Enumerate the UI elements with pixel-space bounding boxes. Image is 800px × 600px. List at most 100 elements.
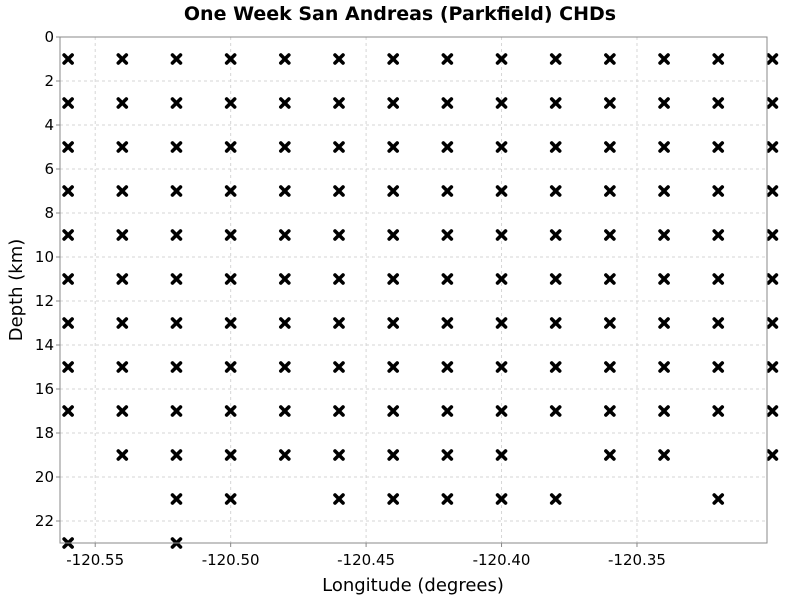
- data-point-marker: [658, 405, 670, 417]
- data-point-marker: [712, 273, 725, 285]
- data-point-marker: [62, 141, 74, 153]
- data-point-marker: [604, 53, 616, 65]
- data-point-marker: [495, 229, 508, 241]
- data-point-marker: [224, 53, 237, 65]
- data-point-marker: [387, 317, 399, 329]
- data-point-marker: [170, 229, 183, 241]
- y-tick-label: 6: [44, 160, 54, 178]
- data-point-marker: [549, 141, 562, 153]
- data-point-marker: [333, 449, 345, 461]
- y-tick-label: 22: [35, 512, 54, 530]
- data-point-marker: [387, 229, 399, 241]
- data-point-marker: [441, 53, 454, 65]
- data-point-marker: [279, 185, 291, 197]
- y-tick-label: 0: [44, 28, 54, 46]
- data-point-marker: [333, 317, 345, 329]
- data-point-marker: [549, 317, 562, 329]
- x-tick-label: -120.55: [66, 551, 124, 569]
- data-point-marker: [549, 273, 562, 285]
- data-point-marker: [62, 273, 74, 285]
- data-point-marker: [549, 361, 562, 373]
- data-point-marker: [387, 405, 399, 417]
- y-tick-label: 12: [35, 292, 54, 310]
- data-point-marker: [116, 405, 129, 417]
- y-axis-label: Depth (km): [6, 239, 27, 342]
- data-point-marker: [441, 273, 454, 285]
- data-point-marker: [549, 185, 562, 197]
- data-point-marker: [712, 185, 725, 197]
- data-point-marker: [441, 185, 454, 197]
- data-point-marker: [279, 361, 291, 373]
- data-point-marker: [658, 229, 670, 241]
- data-point-marker: [224, 185, 237, 197]
- data-point-marker: [658, 53, 670, 65]
- x-tick-label: -120.35: [608, 551, 666, 569]
- data-point-marker: [441, 493, 454, 505]
- data-point-marker: [279, 317, 291, 329]
- data-point-marker: [712, 405, 725, 417]
- data-point-marker: [170, 141, 183, 153]
- data-point-marker: [712, 97, 725, 109]
- data-point-marker: [658, 185, 670, 197]
- data-point-marker: [170, 361, 183, 373]
- data-point-marker: [441, 317, 454, 329]
- data-point-marker: [170, 405, 183, 417]
- data-point-marker: [333, 185, 345, 197]
- y-tick-label: 10: [35, 248, 54, 266]
- data-point-marker: [766, 449, 779, 461]
- data-point-marker: [387, 97, 399, 109]
- data-point-marker: [224, 361, 237, 373]
- data-point-marker: [604, 405, 616, 417]
- data-point-marker: [279, 273, 291, 285]
- data-point-marker: [116, 141, 129, 153]
- data-point-marker: [62, 405, 74, 417]
- data-point-marker: [333, 97, 345, 109]
- data-point-marker: [224, 273, 237, 285]
- data-point-marker: [116, 97, 129, 109]
- data-point-marker: [766, 185, 779, 197]
- data-point-marker: [441, 361, 454, 373]
- data-point-marker: [441, 229, 454, 241]
- data-point-marker: [495, 273, 508, 285]
- data-point-marker: [604, 273, 616, 285]
- data-point-marker: [333, 229, 345, 241]
- data-point-marker: [766, 141, 779, 153]
- data-point-marker: [604, 317, 616, 329]
- data-point-marker: [387, 449, 399, 461]
- data-point-marker: [224, 449, 237, 461]
- data-point-marker: [441, 449, 454, 461]
- y-tick-label: 4: [44, 116, 54, 134]
- data-point-marker: [333, 141, 345, 153]
- data-point-marker: [387, 141, 399, 153]
- data-point-marker: [766, 317, 779, 329]
- data-point-marker: [62, 53, 74, 65]
- data-point-marker: [604, 449, 616, 461]
- data-point-marker: [170, 185, 183, 197]
- x-axis-ticks: -120.55 -120.50 -120.45 -120.40 -120.35: [66, 543, 666, 569]
- data-point-marker: [712, 229, 725, 241]
- data-point-marker: [441, 405, 454, 417]
- data-point-marker: [62, 317, 74, 329]
- data-point-marker: [766, 273, 779, 285]
- data-point-marker: [712, 361, 725, 373]
- data-point-marker: [224, 493, 237, 505]
- data-point-marker: [495, 493, 508, 505]
- data-point-marker: [279, 141, 291, 153]
- data-point-marker: [62, 229, 74, 241]
- data-point-marker: [224, 229, 237, 241]
- data-point-marker: [279, 53, 291, 65]
- data-point-marker: [766, 405, 779, 417]
- data-point-marker: [549, 97, 562, 109]
- data-point-marker: [170, 53, 183, 65]
- data-point-marker: [766, 53, 779, 65]
- data-point-marker: [766, 97, 779, 109]
- data-point-marker: [170, 493, 183, 505]
- data-point-marker: [62, 185, 74, 197]
- data-point-marker: [604, 141, 616, 153]
- data-point-marker: [712, 493, 725, 505]
- y-tick-label: 16: [35, 380, 54, 398]
- data-point-marker: [279, 405, 291, 417]
- data-point-marker: [495, 405, 508, 417]
- data-point-marker: [712, 53, 725, 65]
- data-point-marker: [604, 185, 616, 197]
